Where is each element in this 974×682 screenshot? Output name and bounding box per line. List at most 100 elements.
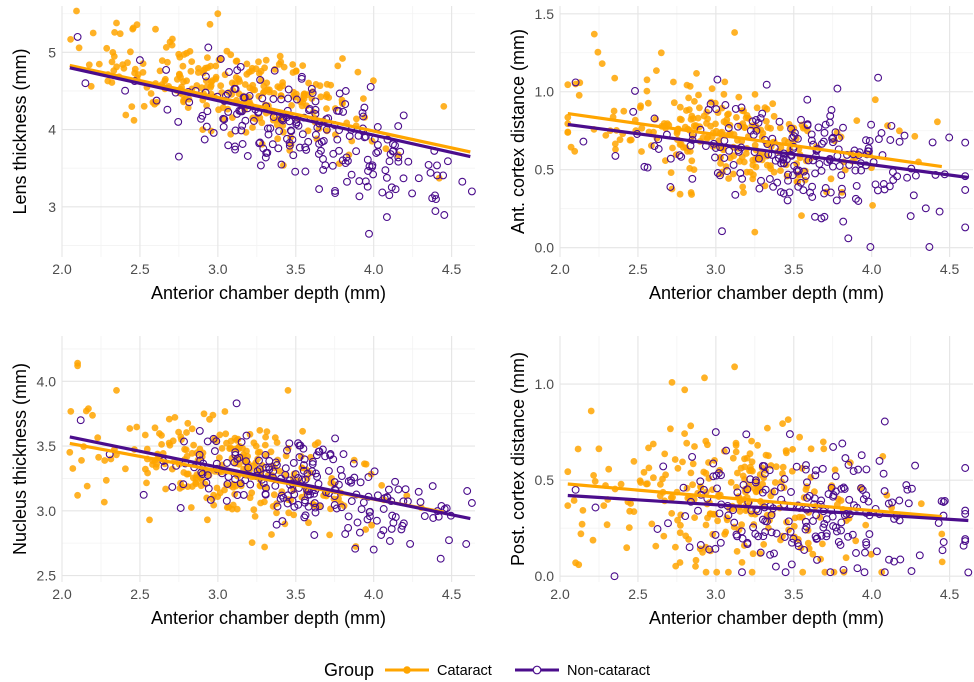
- point-non-cataract: [414, 487, 423, 496]
- point-cataract: [299, 62, 307, 69]
- x-tick-label: 2.5: [130, 586, 150, 602]
- point-cataract: [799, 568, 807, 576]
- point-non-cataract: [225, 68, 233, 76]
- point-non-cataract: [382, 213, 391, 222]
- point-non-cataract: [241, 116, 250, 125]
- point-non-cataract: [831, 523, 840, 532]
- point-cataract: [729, 454, 737, 462]
- point-cataract: [116, 30, 124, 38]
- point-non-cataract: [355, 177, 364, 186]
- point-non-cataract: [355, 192, 364, 201]
- point-non-cataract: [862, 491, 871, 500]
- point-cataract: [790, 522, 798, 530]
- point-non-cataract: [377, 531, 386, 539]
- point-non-cataract: [591, 503, 600, 512]
- point-non-cataract: [911, 461, 920, 470]
- point-non-cataract: [341, 159, 350, 168]
- x-tick-label: 3.0: [706, 261, 726, 277]
- point-cataract: [187, 504, 195, 511]
- point-cataract: [704, 133, 712, 141]
- point-cataract: [74, 491, 81, 499]
- point-cataract: [360, 95, 367, 102]
- point-cataract: [840, 568, 848, 576]
- point-non-cataract: [811, 466, 820, 475]
- point-non-cataract: [277, 160, 286, 169]
- point-cataract: [307, 453, 315, 461]
- point-non-cataract: [721, 101, 730, 109]
- point-non-cataract: [879, 469, 888, 478]
- point-cataract: [645, 444, 652, 452]
- y-tick-label: 0.0: [535, 240, 555, 256]
- point-cataract: [636, 477, 644, 485]
- point-non-cataract: [865, 530, 874, 539]
- point-non-cataract: [752, 126, 761, 135]
- point-non-cataract: [801, 172, 810, 181]
- point-cataract: [917, 500, 925, 508]
- point-non-cataract: [328, 161, 337, 170]
- point-cataract: [129, 25, 137, 33]
- point-non-cataract: [152, 96, 161, 105]
- point-non-cataract: [725, 146, 734, 155]
- point-cataract: [650, 128, 657, 136]
- point-cataract: [798, 212, 805, 220]
- point-non-cataract: [357, 505, 366, 514]
- point-non-cataract: [838, 439, 847, 448]
- point-non-cataract: [885, 555, 893, 564]
- point-non-cataract: [839, 217, 848, 226]
- point-cataract: [268, 531, 275, 538]
- point-cataract: [176, 70, 183, 78]
- point-non-cataract: [844, 234, 853, 243]
- point-non-cataract: [820, 519, 829, 528]
- x-tick-label: 2.5: [628, 261, 648, 277]
- point-cataract: [852, 537, 860, 545]
- point-non-cataract: [263, 124, 272, 133]
- point-non-cataract: [712, 105, 721, 114]
- point-non-cataract: [907, 567, 916, 576]
- point-non-cataract: [806, 188, 815, 197]
- point-non-cataract: [443, 157, 452, 166]
- point-non-cataract: [224, 107, 233, 116]
- point-cataract: [67, 408, 75, 415]
- point-cataract: [564, 114, 572, 121]
- point-non-cataract: [788, 133, 797, 142]
- fit-line-non-cataract: [567, 122, 969, 180]
- point-cataract: [761, 182, 769, 190]
- point-cataract: [206, 20, 214, 28]
- point-non-cataract: [370, 467, 379, 476]
- point-cataract: [74, 362, 81, 370]
- points: [67, 7, 476, 238]
- y-axis-title: Ant. cortex distance (mm): [508, 29, 528, 234]
- legend: Group Cataract Non-cataract: [324, 660, 650, 680]
- point-non-cataract: [337, 472, 346, 481]
- point-cataract: [256, 482, 264, 489]
- point-cataract: [777, 167, 784, 175]
- point-non-cataract: [826, 111, 835, 120]
- point-non-cataract: [231, 126, 240, 135]
- point-cataract: [691, 443, 698, 450]
- point-non-cataract: [399, 111, 408, 120]
- point-cataract: [305, 519, 312, 527]
- point-non-cataract: [231, 451, 240, 459]
- point-cataract: [335, 160, 343, 168]
- point-cataract: [740, 158, 748, 166]
- point-non-cataract: [300, 498, 309, 507]
- point-cataract: [630, 458, 638, 465]
- point-cataract: [249, 86, 257, 93]
- point-non-cataract: [866, 243, 875, 251]
- point-non-cataract: [857, 484, 866, 493]
- point-non-cataract: [344, 512, 353, 521]
- point-non-cataract: [432, 195, 440, 204]
- point-non-cataract: [712, 471, 721, 480]
- point-non-cataract: [311, 469, 320, 478]
- point-non-cataract: [289, 151, 298, 160]
- point-cataract: [89, 411, 96, 419]
- point-cataract: [577, 530, 585, 538]
- point-cataract: [674, 464, 682, 472]
- point-non-cataract: [751, 478, 760, 487]
- point-cataract: [819, 540, 826, 548]
- point-cataract: [754, 441, 761, 449]
- point-cataract: [183, 429, 190, 436]
- point-cataract: [685, 94, 692, 102]
- point-cataract: [578, 520, 586, 528]
- point-non-cataract: [837, 518, 846, 527]
